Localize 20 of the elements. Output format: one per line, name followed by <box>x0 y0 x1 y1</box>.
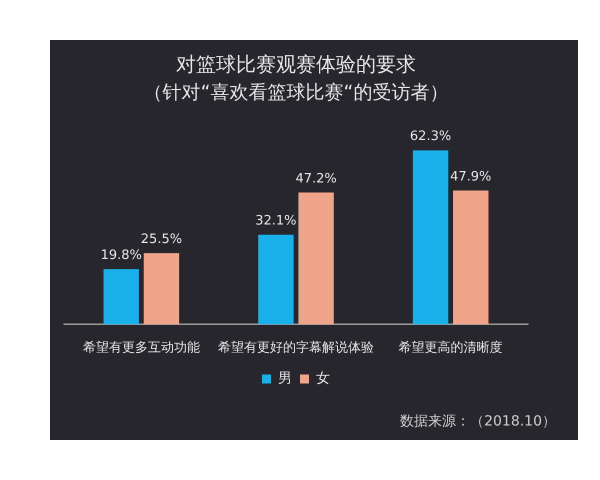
data-label: 25.5% <box>140 232 182 248</box>
source-note: 数据来源：（2018.10） <box>400 414 556 430</box>
data-label: 32.1% <box>255 214 297 229</box>
legend-label: 男 <box>278 370 292 387</box>
data-label: 19.8% <box>100 248 142 263</box>
x-tick-label: 希望更高的清晰度 <box>398 340 503 356</box>
chart-title: 对篮球比赛观赛体验的要求 <box>176 52 416 76</box>
x-tick-label: 希望有更多互动功能 <box>82 340 200 356</box>
data-label: 62.3% <box>410 129 452 144</box>
legend-label: 女 <box>316 370 330 387</box>
bar <box>144 253 180 324</box>
x-tick-label: 希望有更好的字幕解说体验 <box>218 340 374 356</box>
bar <box>412 150 448 324</box>
data-label: 47.9% <box>450 169 492 184</box>
data-label: 47.2% <box>295 171 337 186</box>
bar <box>104 269 139 324</box>
chart-subtitle: （针对“喜欢看篮球比赛“的受访者） <box>144 81 448 104</box>
bar <box>258 234 294 324</box>
bar <box>453 190 488 324</box>
bar <box>298 192 334 324</box>
